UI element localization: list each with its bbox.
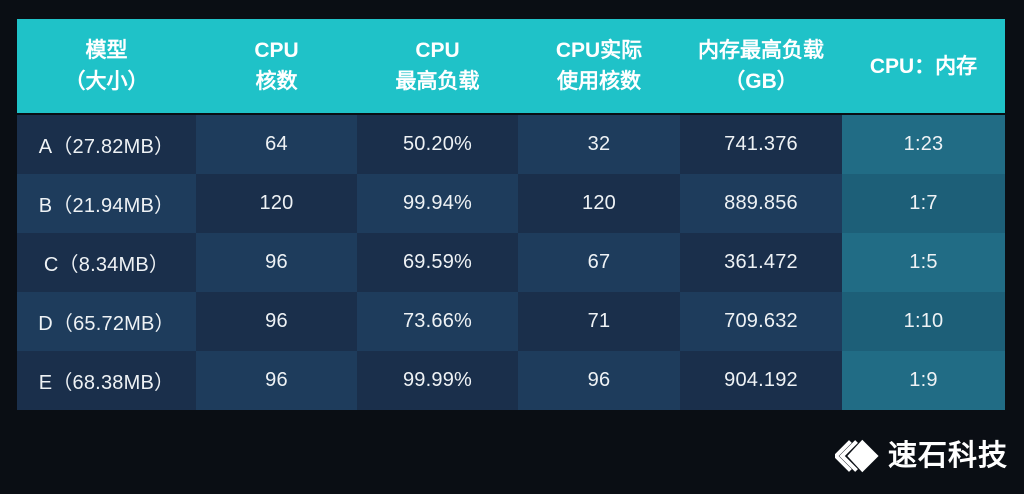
brand-name: 速石科技 — [887, 440, 1008, 472]
table-cell: 99.94% — [357, 174, 518, 233]
header-cell-0: 模型 （大小） — [64, 39, 149, 93]
header-cell-4: 内存最高负载 （GB） — [698, 39, 824, 93]
table-cell: 1:23 — [842, 115, 1005, 174]
table-cell: 889.856 — [680, 174, 842, 233]
table-row-E: E（68.38MB） 96 99.99% 96 904.192 1:9 — [17, 351, 1005, 410]
table-cell: A（27.82MB） — [17, 115, 196, 174]
table-cell: 96 — [196, 292, 357, 351]
table-cell: 1:7 — [842, 174, 1005, 233]
table-cell: D（65.72MB） — [17, 292, 196, 351]
table-cell: 1:5 — [842, 233, 1005, 292]
header-cell-3: CPU实际 使用核数 — [555, 39, 643, 93]
table-cell: 904.192 — [680, 351, 842, 410]
resource-usage-table: 模型 （大小） CPU 核数 CPU 最高负载 CPU实际 使用核数 内存最高负载 （G… — [17, 19, 1005, 410]
table-cell: 96 — [196, 233, 357, 292]
table-cell: 64 — [196, 115, 357, 174]
table-cell: 73.66% — [357, 292, 518, 351]
table-cell: B（21.94MB） — [17, 174, 196, 233]
table-cell: 67 — [518, 233, 680, 292]
table-row-B: B（21.94MB） 120 99.94% 120 889.856 1:7 — [17, 174, 1005, 233]
table-cell: 120 — [518, 174, 680, 233]
table-row-A: A（27.82MB） 64 50.20% 32 741.376 1:23 — [17, 115, 1005, 174]
table-cell: 71 — [518, 292, 680, 351]
table-cell: 69.59% — [357, 233, 518, 292]
table-cell: 709.632 — [680, 292, 842, 351]
table-cell: 1:9 — [842, 351, 1005, 410]
header-cell-2: CPU 最高负载 — [395, 39, 480, 93]
header-cell-1: CPU 核数 — [254, 39, 299, 93]
table-cell: 361.472 — [680, 233, 842, 292]
table-cell: 50.20% — [357, 115, 518, 174]
brand-logo: 速石科技 — [834, 434, 1008, 478]
table-cell: 96 — [196, 351, 357, 410]
table-cell: 96 — [518, 351, 680, 410]
fastone-diamond-icon — [834, 439, 879, 473]
table-cell: 120 — [196, 174, 357, 233]
table-cell: 32 — [518, 115, 680, 174]
header-cell-5: CPU：内存 — [869, 54, 978, 78]
table-row-C: C（8.34MB） 96 69.59% 67 361.472 1:5 — [17, 233, 1005, 292]
table-cell: 99.99% — [357, 351, 518, 410]
table-cell: E（68.38MB） — [17, 351, 196, 410]
table-row-D: D（65.72MB） 96 73.66% 71 709.632 1:10 — [17, 292, 1005, 351]
table-cell: 741.376 — [680, 115, 842, 174]
table-cell: 1:10 — [842, 292, 1005, 351]
table-header-row: 模型 （大小） CPU 核数 CPU 最高负载 CPU实际 使用核数 内存最高负载 （G… — [17, 19, 1005, 113]
table-cell: C（8.34MB） — [17, 233, 196, 292]
table-body: A（27.82MB） 64 50.20% 32 741.376 1:23 B（21.94MB… — [17, 115, 1005, 410]
